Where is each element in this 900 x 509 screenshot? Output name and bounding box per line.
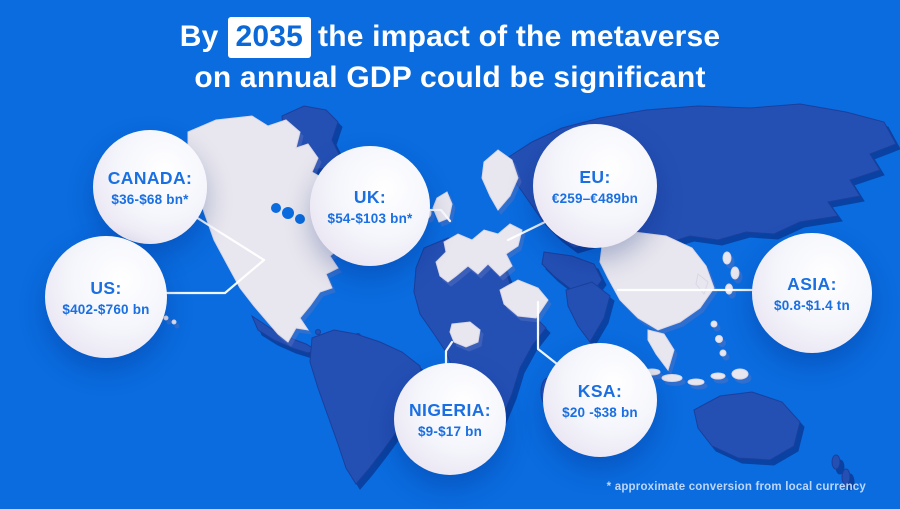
great-lake [271, 203, 281, 213]
region-label-us: US: [90, 277, 122, 298]
hawaii-island [171, 319, 177, 325]
landmass-new-guinea [731, 368, 749, 380]
landmass-indonesia [661, 374, 683, 382]
landmasses-highlighted [155, 115, 749, 386]
landmass-north-america [187, 115, 341, 343]
callout-asia: ASIA: $0.8-$1.4 tn [752, 233, 872, 353]
caribbean-island [315, 329, 321, 335]
landmass-japan [730, 266, 740, 280]
callout-canada: CANADA: $36-$68 bn* [93, 130, 207, 244]
region-value-us: $402-$760 bn [62, 301, 150, 317]
connector-eu [506, 220, 547, 242]
callout-uk: UK: $54-$103 bn* [310, 146, 430, 266]
landmass-southeast-asia [647, 329, 675, 372]
page-title: By 2035 the impact of the metaverse on ann… [0, 17, 900, 98]
great-lake [282, 207, 294, 219]
landmass-east-asia [599, 231, 715, 331]
landmass-europe [435, 223, 523, 283]
connector-nigeria [444, 340, 454, 366]
region-label-canada: CANADA: [107, 167, 193, 188]
region-label-nigeria: NIGERIA: [409, 399, 491, 420]
connector-ksa [536, 300, 559, 366]
great-lake [295, 214, 305, 224]
landmass-new-zealand [841, 468, 851, 486]
landmass-australia [693, 391, 801, 461]
hawaii-island [163, 315, 169, 321]
region-value-eu: €259–€489bn [551, 190, 639, 206]
region-value-nigeria: $9-$17 bn [417, 423, 483, 439]
region-value-asia: $0.8-$1.4 tn [774, 297, 850, 313]
landmass-uk [432, 191, 453, 223]
region-label-uk: UK: [353, 186, 387, 207]
region-label-asia: ASIA: [787, 273, 837, 294]
region-label-ksa: KSA: [577, 380, 623, 401]
landmass-nigeria [449, 321, 481, 348]
callout-us: US: $402-$760 bn [45, 236, 167, 358]
landmass-saudi-arabia [499, 279, 549, 319]
landmass-indonesia [710, 372, 726, 380]
landmass-philippines [719, 349, 727, 357]
landmass-indonesia [687, 378, 705, 386]
title-year-highlight: 2035 [227, 17, 312, 58]
connector-us [158, 258, 266, 295]
region-label-eu: EU: [579, 166, 611, 187]
region-value-canada: $36-$68 bn* [111, 191, 189, 207]
title-suffix: the impact of the metaverse [318, 20, 721, 53]
callout-ksa: KSA: $20 -$38 bn [543, 343, 657, 457]
callout-nigeria: NIGERIA: $9-$17 bn [394, 363, 506, 475]
landmass-philippines [715, 335, 723, 343]
callout-eu: EU: €259–€489bn [533, 124, 657, 248]
region-value-uk: $54-$103 bn* [327, 210, 413, 226]
title-line-2: on annual GDP could be significant [194, 60, 706, 94]
footnote: * approximate conversion from local curr… [606, 481, 866, 493]
landmass-new-zealand [831, 454, 841, 470]
landmass-scandinavia [481, 149, 519, 211]
landmass-japan [722, 251, 732, 265]
title-prefix: By [179, 20, 219, 53]
landmass-india [565, 281, 611, 343]
title-line-1: By 2035 the impact of the metaverse [0, 17, 900, 58]
landmass-philippines [710, 320, 718, 328]
connector-uk [426, 208, 452, 223]
landmass-south-america [309, 329, 425, 485]
region-value-ksa: $20 -$38 bn [562, 404, 638, 420]
